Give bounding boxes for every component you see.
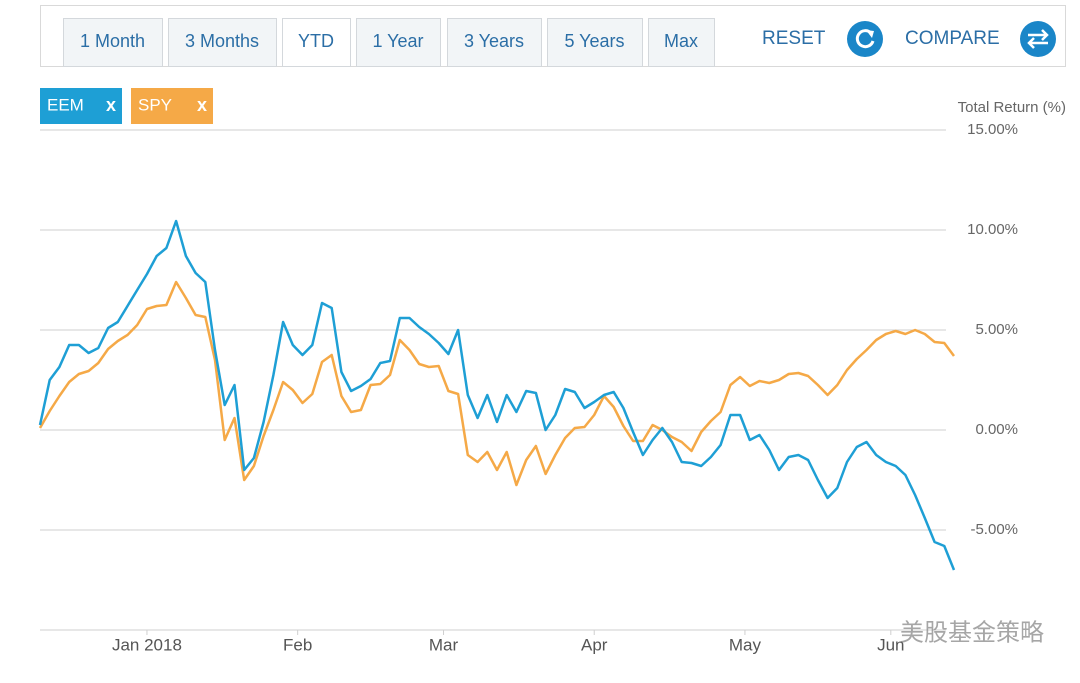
range-tab[interactable] (648, 18, 715, 67)
range-tab-label[interactable]: 3 Months (185, 31, 259, 51)
reset-button[interactable]: RESET (762, 28, 826, 49)
range-tab-label[interactable]: 1 Month (80, 31, 145, 51)
range-tab[interactable] (168, 18, 277, 67)
series-line (38, 219, 956, 571)
legend-remove[interactable]: x (197, 95, 207, 115)
y-tick-label: 0.00% (975, 421, 1018, 438)
range-tabs: 1 Month 3 Months YTD 1 Year 3 Years 5 Years Ma… (63, 18, 715, 67)
legend-label: SPY (138, 95, 172, 114)
range-tab[interactable] (356, 18, 441, 67)
y-tick-label: -5.00% (970, 521, 1018, 538)
range-tab-label[interactable]: YTD (298, 31, 334, 51)
range-tab[interactable] (63, 18, 163, 67)
watermark: 美股基金策略 (900, 619, 1044, 646)
plot-area: Total Return (%) 15.00% 10.00% 5.00% 0.00% -5… (38, 99, 1066, 654)
range-tab[interactable] (447, 18, 542, 67)
x-tick-label: Mar (429, 635, 459, 654)
range-tab-label[interactable]: 3 Years (464, 31, 524, 51)
legend-chip[interactable] (40, 88, 122, 124)
legend-remove[interactable]: x (106, 95, 116, 115)
x-tick-label: Feb (283, 635, 312, 654)
legend-chip[interactable] (131, 88, 213, 124)
reset-icon[interactable] (847, 21, 883, 57)
range-tab-label[interactable]: Max (664, 31, 698, 51)
x-tick-label: May (729, 635, 762, 654)
range-tab[interactable] (547, 18, 643, 67)
x-tick-label: Apr (581, 635, 608, 654)
range-tab-label[interactable]: 1 Year (372, 31, 423, 51)
range-tab[interactable] (282, 18, 351, 67)
legend-label: EEM (47, 95, 84, 114)
legend: EEM x SPY x (40, 88, 213, 124)
x-tick-label: Jan 2018 (112, 635, 182, 654)
series-line (38, 280, 956, 487)
y-tick-label: 15.00% (967, 121, 1018, 138)
compare-icon[interactable] (1020, 21, 1056, 57)
x-tick-label: Jun (877, 635, 904, 654)
compare-button[interactable]: COMPARE (905, 28, 1000, 49)
range-tab-label[interactable]: 5 Years (564, 31, 624, 51)
y-axis-title: Total Return (%) (958, 99, 1066, 116)
y-tick-label: 10.00% (967, 221, 1018, 238)
y-tick-label: 5.00% (975, 321, 1018, 338)
